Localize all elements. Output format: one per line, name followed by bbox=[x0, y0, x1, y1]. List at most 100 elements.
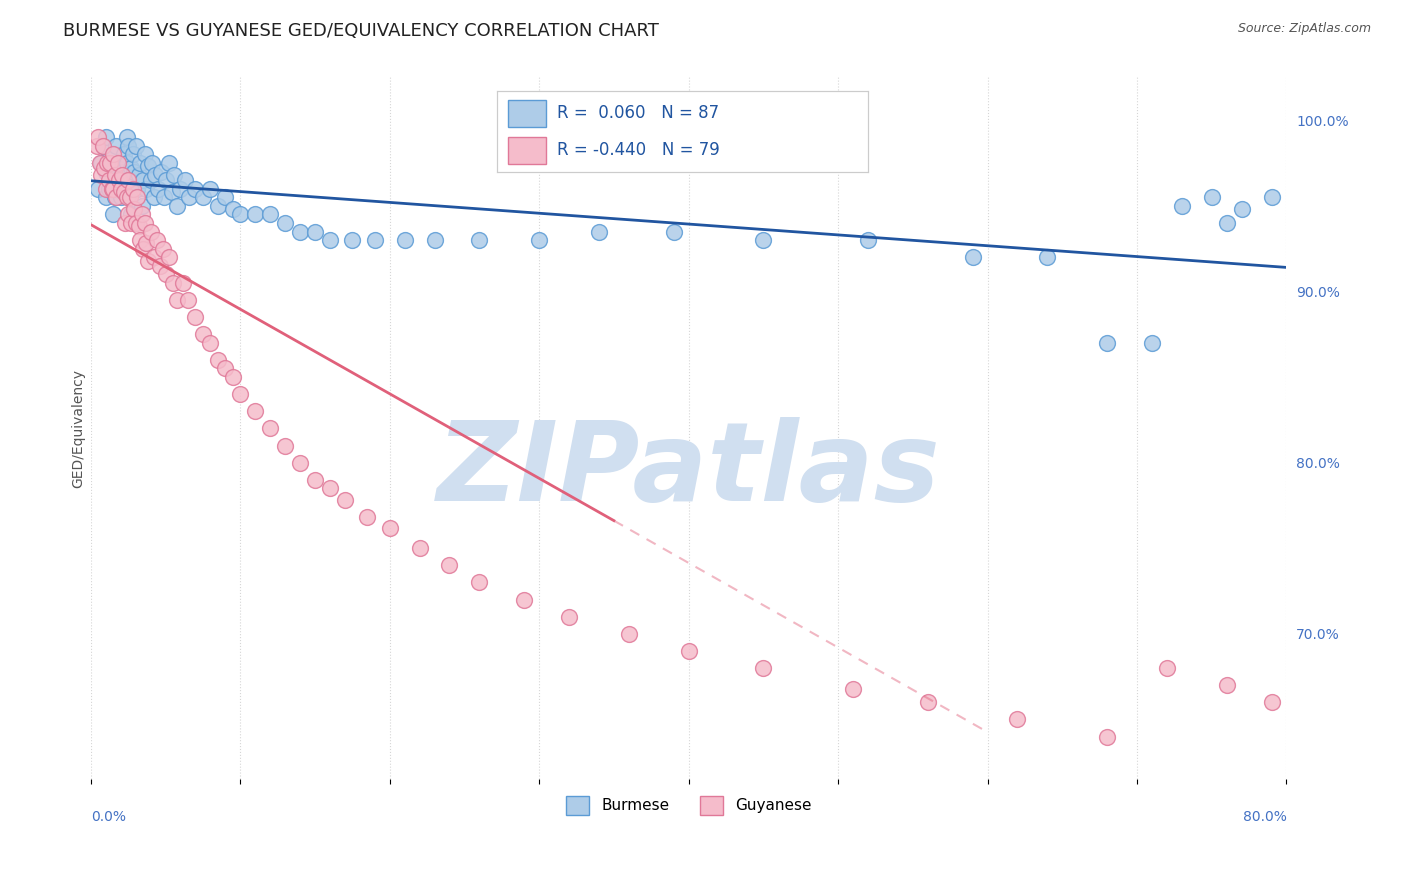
Legend: Burmese, Guyanese: Burmese, Guyanese bbox=[560, 790, 817, 821]
Point bbox=[364, 233, 387, 247]
Point bbox=[179, 190, 201, 204]
Point bbox=[108, 173, 131, 187]
Point bbox=[103, 147, 125, 161]
Point bbox=[356, 510, 378, 524]
Point bbox=[245, 207, 267, 221]
Point bbox=[112, 182, 135, 196]
Point bbox=[259, 207, 281, 221]
Point bbox=[98, 156, 121, 170]
Point bbox=[142, 190, 165, 204]
Point bbox=[94, 164, 117, 178]
Point bbox=[752, 661, 775, 675]
Point bbox=[136, 160, 159, 174]
Point bbox=[100, 173, 122, 187]
Point bbox=[122, 202, 145, 217]
Point bbox=[139, 173, 162, 187]
Point bbox=[842, 681, 865, 696]
Point bbox=[132, 242, 155, 256]
Point bbox=[122, 164, 145, 178]
Point bbox=[143, 168, 166, 182]
Point bbox=[274, 216, 297, 230]
Point bbox=[214, 361, 236, 376]
Point bbox=[97, 173, 120, 187]
Point bbox=[120, 207, 142, 221]
Point bbox=[89, 156, 111, 170]
Point bbox=[207, 352, 229, 367]
Point bbox=[104, 168, 127, 182]
Point bbox=[558, 609, 581, 624]
Point bbox=[378, 521, 401, 535]
Point bbox=[150, 164, 173, 178]
Point bbox=[129, 156, 152, 170]
Point bbox=[152, 242, 174, 256]
Point bbox=[135, 182, 157, 196]
Point bbox=[319, 481, 342, 495]
Point bbox=[288, 456, 311, 470]
Point bbox=[103, 207, 125, 221]
Point bbox=[1140, 335, 1163, 350]
Point bbox=[222, 370, 245, 384]
Text: BURMESE VS GUYANESE GED/EQUIVALENCY CORRELATION CHART: BURMESE VS GUYANESE GED/EQUIVALENCY CORR… bbox=[63, 22, 659, 40]
Point bbox=[103, 182, 125, 196]
Point bbox=[93, 161, 115, 176]
Point bbox=[127, 182, 149, 196]
Point bbox=[245, 404, 267, 418]
Point bbox=[1215, 678, 1237, 692]
Point bbox=[100, 182, 122, 196]
Point bbox=[468, 233, 491, 247]
Point bbox=[177, 293, 200, 307]
Point bbox=[121, 182, 143, 196]
Point bbox=[121, 182, 143, 196]
Point bbox=[342, 233, 364, 247]
Point bbox=[120, 216, 142, 230]
Point bbox=[117, 190, 139, 204]
Point bbox=[97, 182, 120, 196]
Point bbox=[200, 182, 222, 196]
Point bbox=[333, 493, 356, 508]
Point bbox=[423, 233, 446, 247]
Point bbox=[172, 276, 194, 290]
Point bbox=[153, 190, 176, 204]
Point bbox=[117, 139, 139, 153]
Point bbox=[162, 276, 184, 290]
Point bbox=[141, 156, 163, 170]
Point bbox=[129, 233, 152, 247]
Point bbox=[117, 207, 139, 221]
Point bbox=[115, 190, 138, 204]
Point bbox=[662, 225, 685, 239]
Point bbox=[962, 250, 984, 264]
Text: 0.0%: 0.0% bbox=[91, 810, 125, 824]
Point bbox=[107, 156, 129, 170]
Point bbox=[917, 695, 939, 709]
Point bbox=[274, 438, 297, 452]
Point bbox=[134, 216, 156, 230]
Point bbox=[132, 173, 155, 187]
Point bbox=[468, 575, 491, 590]
Point bbox=[163, 168, 186, 182]
Text: ZIPatlas: ZIPatlas bbox=[437, 417, 941, 524]
Point bbox=[91, 139, 114, 153]
Point bbox=[111, 164, 134, 178]
Point bbox=[111, 168, 134, 182]
Point bbox=[124, 139, 146, 153]
Point bbox=[91, 139, 114, 153]
Point bbox=[86, 139, 108, 153]
Point bbox=[87, 130, 110, 145]
Point bbox=[135, 236, 157, 251]
Point bbox=[105, 168, 128, 182]
Point bbox=[108, 156, 131, 170]
Point bbox=[222, 202, 245, 217]
Point bbox=[155, 268, 177, 282]
Point bbox=[191, 190, 214, 204]
Point bbox=[1201, 190, 1223, 204]
Point bbox=[120, 161, 142, 176]
Point bbox=[136, 253, 159, 268]
Point bbox=[107, 182, 129, 196]
Y-axis label: GED/Equivalency: GED/Equivalency bbox=[72, 369, 86, 488]
Point bbox=[1156, 661, 1178, 675]
Point bbox=[110, 190, 132, 204]
Point bbox=[191, 327, 214, 342]
Point bbox=[110, 182, 132, 196]
Point bbox=[229, 387, 252, 401]
Point bbox=[408, 541, 430, 556]
